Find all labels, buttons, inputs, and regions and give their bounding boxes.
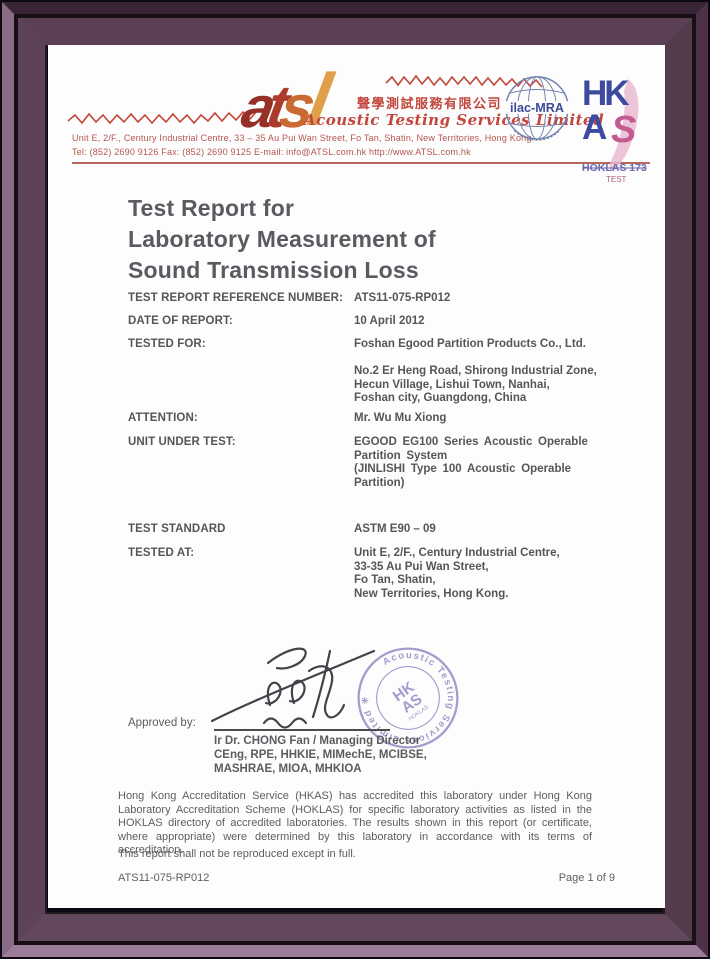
page-number: Page 1 of 9 [558,872,615,884]
approver-name-and-qualifications: Ir Dr. CHONG Fan / Managing Director CEn… [214,735,427,775]
field-label: DATE OF REPORT: [128,315,233,327]
report-title: Test Report for Laboratory Measurement o… [128,193,436,286]
company-address: Unit E, 2/F., Century Industrial Centre,… [72,133,532,143]
hkas-logo: HK A S HOKLAS 173 TEST [582,75,647,184]
reproduction-note: This report shall not be reproduced exce… [118,848,356,860]
title-line-3: Sound Transmission Loss [128,257,419,283]
field-value: Unit E, 2/F., Century Industrial Centre,… [354,547,560,600]
hoklas-test-label: TEST [606,175,627,184]
field-value: Foshan Egood Partition Products Co., Ltd… [354,338,597,404]
field-value: EGOOD EG100 Series Acoustic Operable Par… [354,436,588,489]
title-line-1: Test Report for [128,195,295,221]
frame-dark-line [14,14,696,945]
field-label: TEST REPORT REFERENCE NUMBER: [128,292,344,304]
company-stamp: Acoustic Testing Services Limited ✳ HK A… [351,641,465,755]
field-label: UNIT UNDER TEST: [128,436,236,448]
hkas-letters-hk: HK [582,75,629,113]
ilac-mra-label: ilac-MRA [510,101,564,115]
field-label: ATTENTION: [128,412,198,424]
field-value: Mr. Wu Mu Xiong [354,412,447,424]
hkas-letter-a: A [582,108,607,147]
hoklas-number: HOKLAS 173 [582,162,647,174]
title-line-2: Laboratory Measurement of [128,226,436,252]
field-label: TESTED FOR: [128,338,206,350]
ilac-mra-logo: ilac-MRA [503,76,571,141]
company-name-chinese: 聲學測試服務有限公司 [357,96,503,111]
hkas-letter-s: S [611,109,636,151]
frame-inner-board [18,18,692,941]
company-contacts: Tel: (852) 2690 9126 Fax: (852) 2690 912… [72,147,471,157]
field-value: 10 April 2012 [354,315,425,327]
field-value: ASTM E90 – 09 [354,523,436,535]
accreditation-statement: Hong Kong Accreditation Service (HKAS) h… [118,790,592,856]
signature-line [214,729,390,731]
handwritten-signature [210,647,376,729]
field-label: TESTED AT: [128,547,195,559]
approved-by-label: Approved by: [128,717,196,729]
field-value: ATS11-075-RP012 [354,292,451,304]
hkas-ribbon [609,79,639,171]
field-label: TEST STANDARD [128,523,226,535]
header-divider-rule [72,162,650,164]
footer-report-reference: ATS11-075-RP012 [118,872,210,884]
